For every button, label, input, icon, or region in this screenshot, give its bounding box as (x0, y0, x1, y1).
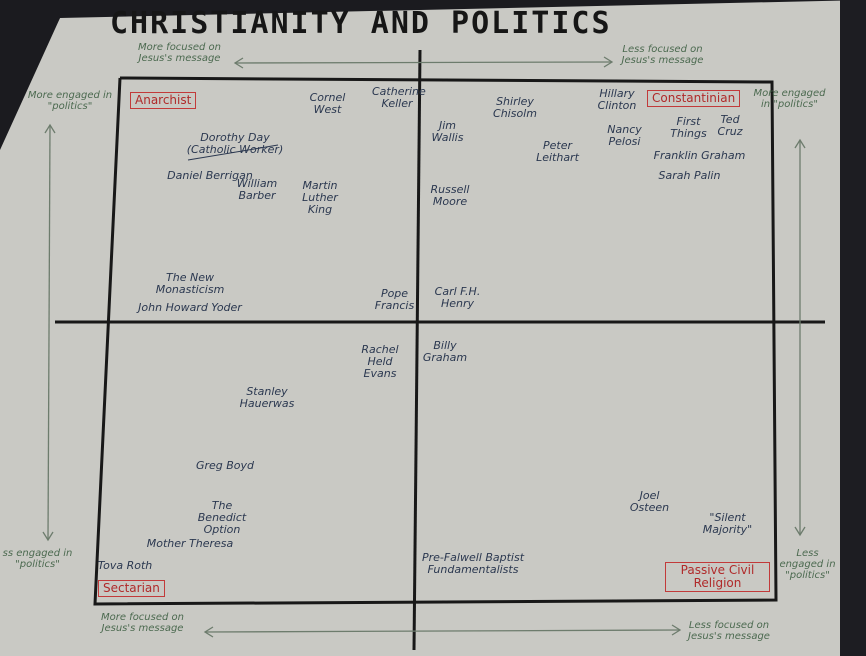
person-label: Rachel Held Evans (361, 343, 399, 380)
person-label: Daniel Berrigan (167, 169, 253, 182)
person-label: First Things (670, 115, 707, 140)
vertical-axis (412, 49, 422, 651)
axis-label: Less engaged in "politics" (779, 548, 836, 581)
person-label: John Howard Yoder (138, 301, 242, 314)
person-label: Stanley Hauerwas (239, 385, 295, 410)
background (0, 0, 60, 130)
arrow (204, 629, 681, 633)
underline (187, 144, 279, 161)
arrowhead (233, 57, 244, 69)
person-label: Pre-Falwell Baptist Fundamentalists (421, 551, 525, 576)
arrowhead (794, 138, 806, 149)
person-label: Martin Luther King (302, 179, 338, 216)
arrowhead (44, 123, 56, 134)
axis-label: Less focused on Jesus's message (621, 44, 704, 66)
person-label: Greg Boyd (195, 459, 255, 472)
person-label: Jim Wallis (431, 119, 464, 144)
person-label: Nancy Pelosi (607, 123, 642, 148)
person-label: Cornel West (309, 91, 346, 116)
person-label: Catherine Keller (372, 85, 426, 110)
axis-label: More engaged in "politics" (753, 88, 826, 110)
person-label: Franklin Graham (653, 149, 746, 162)
quadrant-label: Anarchist (130, 92, 197, 109)
frame (93, 76, 778, 606)
arrowhead (42, 531, 54, 542)
person-label: Joel Osteen (629, 489, 670, 514)
axis-label: ss engaged in "politics" (2, 548, 73, 570)
quadrant-label: Sectarian (98, 580, 165, 597)
axis-label: More focused on Jesus's message (100, 612, 184, 634)
title: CHRISTIANITY AND POLITICS (110, 6, 612, 41)
quadrant-label: Passive Civil Religion (665, 562, 770, 592)
arrow (47, 124, 51, 541)
person-label: Hillary Clinton (597, 87, 637, 112)
person-label: The Benedict Option (197, 499, 247, 536)
person-label: "Silent Majority" (702, 511, 753, 536)
person-label: Dorothy Day (Catholic Worker) (186, 131, 284, 156)
person-label: Ted Cruz (717, 113, 743, 138)
person-label: William Barber (236, 177, 278, 202)
person-label: Shirley Chisolm (493, 95, 537, 120)
arrow (234, 61, 613, 64)
person-label: Russell Moore (430, 183, 470, 208)
axis-label: Less focused on Jesus's message (688, 620, 770, 642)
quadrant-label: Constantinian (647, 90, 741, 107)
person-label: The New Monasticism (155, 271, 225, 296)
person-label: Pope Francis (374, 287, 415, 312)
person-label: Mother Theresa (146, 537, 234, 550)
person-label: Carl F.H. Henry (434, 285, 481, 310)
arrowhead (603, 56, 614, 68)
arrowhead (203, 626, 214, 638)
arrowhead (671, 624, 682, 636)
axis-label: More engaged in "politics" (27, 90, 113, 112)
person-label: Tova Roth (97, 559, 153, 572)
arrowhead (794, 526, 806, 537)
person-label: Sarah Palin (658, 169, 721, 182)
person-label: Billy Graham (422, 339, 468, 364)
person-label: Peter Leithart (536, 139, 579, 164)
background (840, 0, 866, 656)
axis-label: More focused on Jesus's message (137, 42, 221, 64)
